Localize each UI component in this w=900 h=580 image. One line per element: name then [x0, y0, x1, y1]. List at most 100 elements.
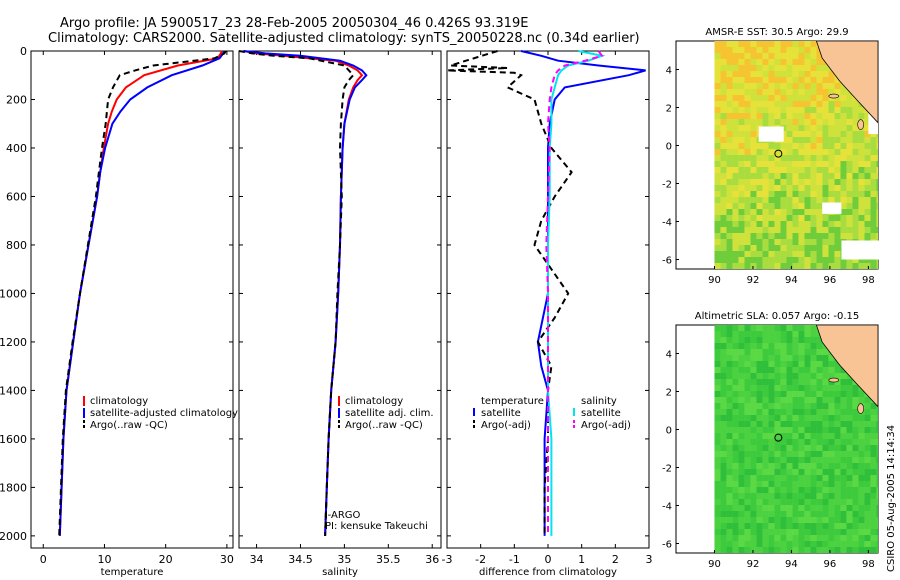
map-cell — [816, 523, 823, 529]
map-cell — [720, 179, 727, 185]
map-cell — [750, 517, 757, 523]
map-cell — [756, 541, 763, 547]
map-cell — [816, 155, 823, 161]
map-cell — [840, 101, 847, 107]
map-cell — [756, 535, 763, 541]
map-cell — [756, 403, 763, 409]
map-cell — [750, 197, 757, 203]
map-cell — [732, 535, 739, 541]
map-cell — [804, 155, 811, 161]
map-cell — [870, 463, 877, 469]
map-cell — [780, 511, 787, 517]
map-cell — [852, 547, 859, 553]
map-cell — [810, 209, 817, 215]
map-cell — [876, 505, 878, 511]
map-cell — [756, 185, 763, 191]
map-x-tick-label: 98 — [862, 559, 875, 570]
map-cell — [798, 463, 805, 469]
map-cell — [852, 409, 859, 415]
map-cell — [876, 143, 878, 149]
map-cell — [846, 487, 853, 493]
map-cell — [816, 239, 823, 245]
map-cell — [816, 137, 823, 143]
map-cell — [750, 481, 757, 487]
map-cell — [852, 155, 859, 161]
map-cell — [846, 541, 853, 547]
map-cell — [774, 83, 781, 89]
map-cell — [750, 131, 757, 137]
map-cell — [792, 59, 799, 65]
map-cell — [816, 83, 823, 89]
map-cell — [834, 125, 841, 131]
map-cell — [750, 367, 757, 373]
map-cell — [738, 149, 745, 155]
map-cell — [768, 113, 775, 119]
x-tick-label: 3 — [646, 553, 653, 566]
map-cell — [864, 493, 871, 499]
map-cell — [768, 239, 775, 245]
map-cell — [738, 221, 745, 227]
map-cell — [720, 119, 727, 125]
map-cell — [738, 47, 745, 53]
map-cell — [756, 361, 763, 367]
map-cell — [798, 53, 805, 59]
map-cell — [780, 547, 787, 553]
map-cell — [732, 137, 739, 143]
map-cell — [792, 137, 799, 143]
map-cell — [804, 113, 811, 119]
map-cell — [720, 481, 727, 487]
map-cell — [798, 101, 805, 107]
map-cell — [726, 511, 733, 517]
map-cell — [810, 355, 817, 361]
map-cell — [732, 185, 739, 191]
map-cell — [846, 197, 853, 203]
map-cell — [822, 197, 829, 203]
map-cell — [870, 257, 877, 263]
map-cell — [726, 355, 733, 361]
map-cell — [864, 179, 871, 185]
map-cell — [750, 343, 757, 349]
map-cell — [756, 65, 763, 71]
map-cell — [840, 397, 847, 403]
map-cell — [750, 215, 757, 221]
map-cell — [726, 245, 733, 251]
map-cell — [816, 113, 823, 119]
map-cell — [762, 541, 769, 547]
map-cell — [786, 439, 793, 445]
map-cell — [804, 385, 811, 391]
map-cell — [804, 101, 811, 107]
map-cell — [738, 451, 745, 457]
map-cell — [762, 415, 769, 421]
map-cell — [840, 523, 847, 529]
map-cell — [870, 137, 877, 143]
map-cell — [738, 361, 745, 367]
map-cell — [828, 113, 835, 119]
map-cell — [780, 355, 787, 361]
map-cell — [792, 469, 799, 475]
map-cell — [810, 155, 817, 161]
map-cell — [780, 433, 787, 439]
map-cell — [732, 541, 739, 547]
map-cell — [768, 325, 775, 331]
map-cell — [810, 373, 817, 379]
map-cell — [822, 373, 829, 379]
map-cell — [798, 529, 805, 535]
map-cell — [864, 185, 871, 191]
map-cell — [828, 367, 835, 373]
map-cell — [720, 149, 727, 155]
map-cell — [732, 53, 739, 59]
map-cell — [852, 403, 859, 409]
map-cell — [852, 493, 859, 499]
map-cell — [792, 77, 799, 83]
map-cell — [816, 107, 823, 113]
map-cell — [738, 209, 745, 215]
map-cell — [864, 457, 871, 463]
map-cell — [732, 547, 739, 553]
map-cell — [780, 215, 787, 221]
map-cell — [816, 149, 823, 155]
map-cell — [786, 409, 793, 415]
map-cell — [798, 487, 805, 493]
map-cell — [738, 125, 745, 131]
map-cell — [822, 143, 829, 149]
map-cell — [816, 77, 823, 83]
